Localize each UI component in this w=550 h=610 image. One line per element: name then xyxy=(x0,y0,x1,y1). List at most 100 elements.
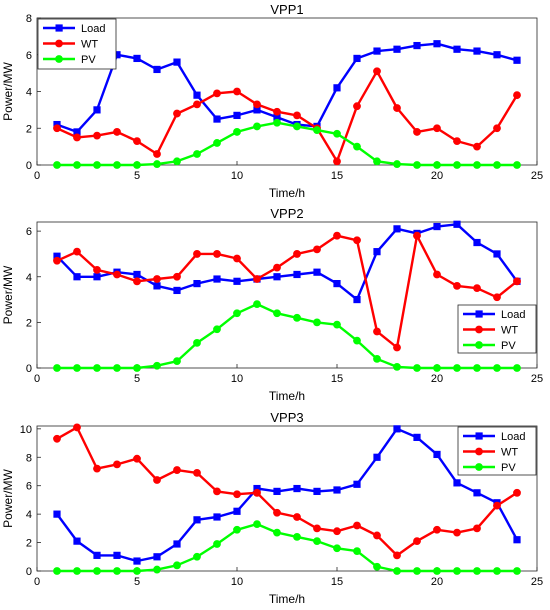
data-point xyxy=(173,466,181,474)
y-tick-label: 10 xyxy=(20,424,32,436)
data-point xyxy=(93,567,101,575)
legend-item-pv: PV xyxy=(43,54,96,66)
data-point xyxy=(273,107,281,116)
plot-area xyxy=(36,221,538,369)
y-axis-label: Power/MW xyxy=(1,265,15,324)
data-point xyxy=(173,357,181,366)
data-point xyxy=(93,266,101,274)
data-point xyxy=(193,516,201,524)
data-point xyxy=(113,270,121,279)
data-point xyxy=(133,54,141,63)
data-point xyxy=(133,454,141,463)
data-point xyxy=(513,364,521,372)
data-point xyxy=(373,354,381,363)
data-point xyxy=(73,273,81,281)
data-point xyxy=(253,300,261,309)
data-point xyxy=(433,567,441,575)
legend-swatch-marker xyxy=(475,341,483,349)
x-tick-label: 0 xyxy=(34,170,40,182)
data-point xyxy=(313,524,321,533)
data-point xyxy=(53,567,61,575)
data-point xyxy=(153,150,161,158)
y-tick-label: 4 xyxy=(26,87,32,99)
data-point xyxy=(113,128,121,136)
data-point xyxy=(53,434,61,443)
data-point xyxy=(473,161,481,169)
y-tick-label: 8 xyxy=(26,13,32,25)
data-point xyxy=(433,450,441,459)
legend: Load WT PV xyxy=(457,304,537,354)
data-point xyxy=(133,277,141,286)
legend-swatch-marker xyxy=(475,432,483,440)
data-point xyxy=(333,320,341,329)
data-point xyxy=(373,531,381,540)
chart-vpp2: VPP2 0 5 10 15 20 25 0 2 4 6 Time/h Power/MW Load WT PV xyxy=(1,206,543,403)
data-point xyxy=(273,487,281,495)
x-tick-label: 0 xyxy=(34,373,40,385)
data-point xyxy=(53,124,61,133)
chart-title: VPP2 xyxy=(270,206,303,221)
data-point xyxy=(373,67,381,76)
data-point xyxy=(513,488,521,497)
x-tick-label: 15 xyxy=(331,170,343,182)
data-point xyxy=(433,222,441,231)
data-point xyxy=(253,275,261,283)
data-point xyxy=(93,364,101,372)
data-point xyxy=(453,220,461,228)
data-point xyxy=(193,279,201,288)
data-point xyxy=(253,106,261,114)
legend-item-wt: WT xyxy=(463,447,518,459)
data-point xyxy=(93,106,101,114)
data-point xyxy=(293,532,301,541)
data-point xyxy=(413,364,421,372)
data-point xyxy=(393,104,401,112)
data-point xyxy=(493,51,501,59)
y-tick-label: 6 xyxy=(26,50,32,62)
data-point xyxy=(213,487,221,496)
data-point xyxy=(153,476,161,484)
data-point xyxy=(373,562,381,571)
legend-label: PV xyxy=(501,340,516,352)
data-point xyxy=(313,537,321,546)
data-point xyxy=(313,318,321,327)
data-point xyxy=(133,270,141,279)
legend-swatch-marker xyxy=(55,24,63,32)
series-pv xyxy=(53,520,521,575)
x-tick-label: 10 xyxy=(231,373,243,385)
data-point xyxy=(333,84,341,92)
data-point xyxy=(393,425,401,433)
data-point xyxy=(113,551,121,559)
data-point xyxy=(493,364,501,372)
data-point xyxy=(253,520,261,528)
legend-item-load: Load xyxy=(463,431,525,443)
data-point xyxy=(113,161,121,169)
data-point xyxy=(473,47,481,55)
data-point xyxy=(53,256,61,265)
x-tick-label: 0 xyxy=(34,576,40,588)
data-point xyxy=(233,525,241,534)
data-point xyxy=(453,364,461,372)
data-point xyxy=(73,364,81,372)
data-point xyxy=(153,565,161,574)
data-point xyxy=(453,137,461,146)
data-point xyxy=(213,139,221,147)
legend-swatch-marker xyxy=(55,55,63,63)
data-point xyxy=(193,552,201,561)
data-point xyxy=(153,553,161,561)
data-point xyxy=(53,364,61,372)
data-point xyxy=(133,137,141,146)
data-point xyxy=(353,236,361,245)
data-point xyxy=(293,111,301,120)
data-point xyxy=(133,161,141,169)
chart-title: VPP3 xyxy=(270,410,303,425)
data-point xyxy=(353,142,361,151)
data-point xyxy=(233,309,241,318)
data-point xyxy=(73,423,81,432)
legend-label: PV xyxy=(501,462,516,474)
data-point xyxy=(333,279,341,288)
data-point xyxy=(193,91,201,99)
data-point xyxy=(493,161,501,169)
x-tick-label: 10 xyxy=(231,576,243,588)
data-point xyxy=(513,567,521,575)
data-point xyxy=(113,364,121,372)
